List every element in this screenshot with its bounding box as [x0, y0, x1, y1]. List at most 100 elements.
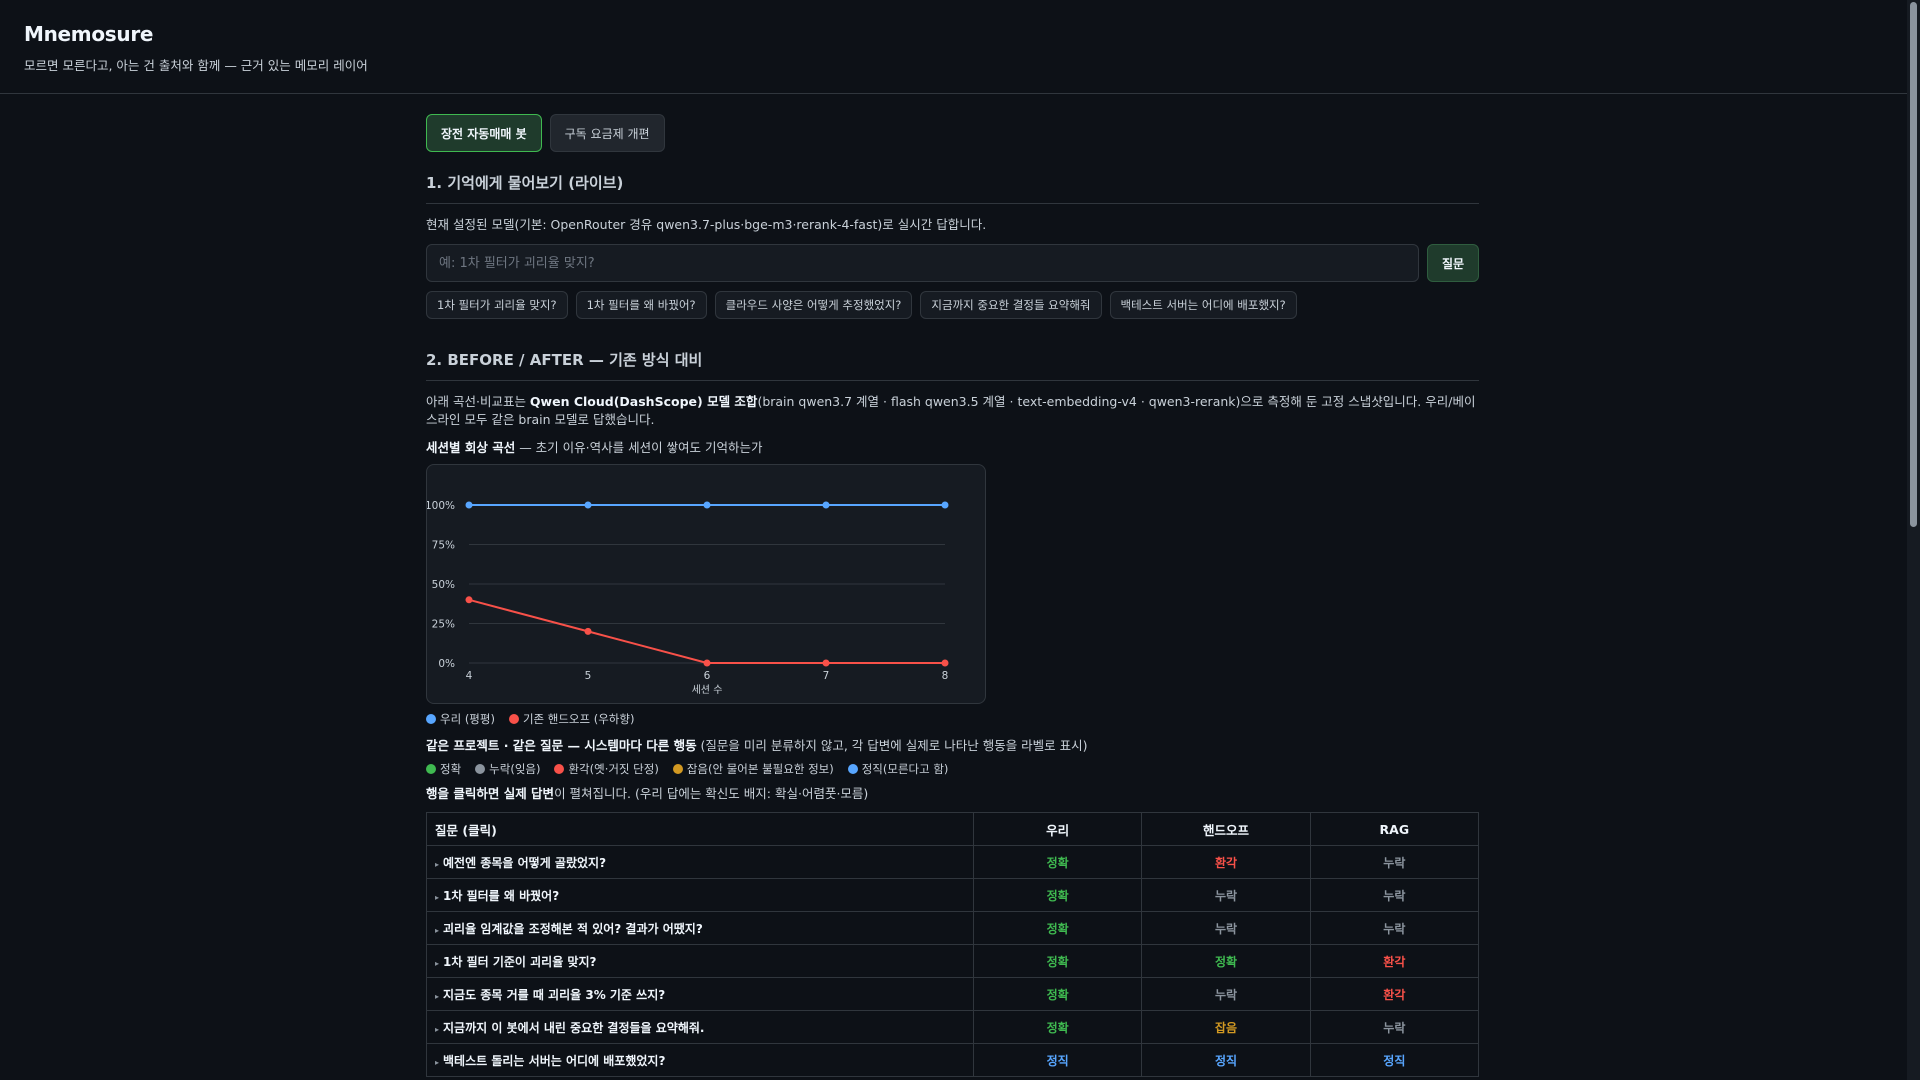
legend-label-handoff: 기존 핸드오프 (우하향)	[522, 712, 635, 726]
table-row[interactable]: ▸ 지금까지 이 봇에서 내린 중요한 결정들을 요약해줘. 정확 잡음 누락	[425, 1010, 1480, 1044]
x-axis-label: 세션 수	[692, 684, 723, 696]
legend-label: 정확	[440, 762, 462, 776]
suggestion-chips: 1차 필터가 괴리율 맞지? 1차 필터를 왜 바꿨어? 클라우드 사양은 어떻…	[426, 291, 1479, 319]
data-point-0	[465, 501, 473, 509]
x-tick-label: 7	[823, 670, 830, 682]
ask-button[interactable]: 질문	[1427, 244, 1479, 282]
question-cell[interactable]: ▸ 예전엔 종목을 어떻게 골랐었지?	[425, 845, 975, 879]
question-text: 예전엔 종목을 어떻게 골랐었지?	[443, 855, 607, 870]
result-rag: 누락	[1309, 845, 1480, 879]
question-text: 지금까지 이 봇에서 내린 중요한 결정들을 요약해줘.	[443, 1020, 705, 1035]
expand-triangle-icon[interactable]: ▸	[435, 1057, 440, 1067]
table-row[interactable]: ▸ 1차 필터를 왜 바꿨어? 정확 누락 누락	[425, 878, 1480, 912]
expand-triangle-icon[interactable]: ▸	[435, 859, 440, 869]
y-tick-label: 0%	[438, 658, 455, 670]
compare-label: 같은 프로젝트 · 같은 질문 — 시스템마다 다른 행동 (질문을 미리 분류…	[426, 735, 1479, 754]
data-point-0	[584, 501, 592, 509]
click-hint-bold: 행을 클릭하면 실제 답변	[426, 786, 555, 801]
main-content: 장전 자동매매 봇 구독 요금제 개편 1. 기억에게 물어보기 (라이브) 현…	[425, 114, 1480, 1077]
column-header-question: 질문 (클릭)	[425, 812, 975, 846]
result-ours: 정확	[973, 911, 1143, 945]
data-point-0	[703, 501, 711, 509]
expand-triangle-icon[interactable]: ▸	[435, 925, 440, 935]
table-row[interactable]: ▸ 지금도 종목 거를 때 괴리율 3% 기준 쓰지? 정확 누락 환각	[425, 977, 1480, 1011]
result-rag: 누락	[1309, 1010, 1480, 1044]
question-cell[interactable]: ▸ 지금도 종목 거를 때 괴리율 3% 기준 쓰지?	[425, 977, 975, 1011]
question-text: 괴리율 임계값을 조정해본 적 있어? 결과가 어땠지?	[443, 921, 703, 936]
tab-subscription[interactable]: 구독 요금제 개편	[549, 114, 665, 152]
result-handoff: 정확	[1141, 944, 1311, 978]
table-row[interactable]: ▸ 괴리율 임계값을 조정해본 적 있어? 결과가 어땠지? 정확 누락 누락	[425, 911, 1480, 945]
result-rag: 환각	[1309, 944, 1480, 978]
section-compare-desc: 아래 곡선·비교표는 Qwen Cloud(DashScope) 모델 조합(b…	[426, 393, 1479, 429]
legend-label: 정직(모른다고 함)	[861, 762, 949, 776]
result-ours: 정확	[973, 878, 1143, 912]
brand-tagline: 모르면 모른다고, 아는 건 출처와 함께 — 근거 있는 메모리 레이어	[24, 58, 368, 73]
ask-row: 질문	[426, 244, 1479, 282]
legend-label: 잡음(안 물어본 불필요한 정보)	[686, 762, 834, 776]
question-text: 1차 필터를 왜 바꿨어?	[443, 888, 560, 903]
suggestion-chip[interactable]: 지금까지 중요한 결정들 요약해줘	[920, 291, 1102, 319]
scrollbar-thumb[interactable]	[1910, 2, 1917, 527]
compare-label-bold: 같은 프로젝트 · 같은 질문 — 시스템마다 다른 행동	[426, 738, 697, 753]
y-tick-label: 25%	[432, 619, 455, 631]
result-rag: 정직	[1309, 1043, 1480, 1077]
legend-label: 환각(옛·거짓 단정)	[568, 762, 659, 776]
app-header: Mnemosure 모르면 모른다고, 아는 건 출처와 함께 — 근거 있는 …	[0, 0, 1920, 94]
project-tabs: 장전 자동매매 봇 구독 요금제 개편	[426, 114, 1479, 152]
curve-label-rest: — 초기 이유·역사를 세션이 쌓여도 기억하는가	[515, 440, 763, 455]
behavior-legend-item: 환각(옛·거짓 단정)	[554, 761, 659, 777]
series-line-1	[468, 598, 945, 664]
data-point-0	[941, 501, 949, 509]
y-tick-label: 100%	[427, 500, 455, 512]
suggestion-chip[interactable]: 클라우드 사양은 어떻게 추정했었지?	[714, 291, 913, 319]
recall-chart-panel: 0% 25% 50% 75% 100% 4 5 6 7 8 세션 수	[425, 464, 986, 704]
legend-dot-missing	[475, 764, 486, 774]
legend-label-ours: 우리 (평평)	[440, 712, 495, 726]
expand-triangle-icon[interactable]: ▸	[435, 892, 440, 902]
legend-dot-honest	[847, 764, 858, 774]
section-ask-desc: 현재 설정된 모델(기본: OpenRouter 경유 qwen3.7-plus…	[426, 217, 987, 232]
expand-triangle-icon[interactable]: ▸	[435, 958, 440, 968]
table-row[interactable]: ▸ 백테스트 돌리는 서버는 어디에 배포했었지? 정직 정직 정직	[425, 1043, 1480, 1077]
question-cell[interactable]: ▸ 지금까지 이 봇에서 내린 중요한 결정들을 요약해줘.	[425, 1010, 975, 1044]
expand-triangle-icon[interactable]: ▸	[435, 1024, 440, 1034]
legend-dot-hallucination	[554, 764, 565, 774]
result-handoff: 누락	[1141, 878, 1311, 912]
column-header-ours: 우리	[973, 812, 1143, 846]
result-handoff: 누락	[1141, 911, 1311, 945]
data-point-1	[465, 596, 473, 604]
tab-trading-bot[interactable]: 장전 자동매매 봇	[426, 114, 542, 152]
behavior-legend-item: 정직(모른다고 함)	[847, 761, 949, 777]
question-input[interactable]	[426, 244, 1419, 282]
page-scrollbar[interactable]	[1907, 0, 1920, 1080]
suggestion-chip[interactable]: 1차 필터가 괴리율 맞지?	[426, 291, 568, 319]
x-tick-label: 5	[585, 670, 592, 682]
table-row[interactable]: ▸ 1차 필터 기준이 괴리율 맞지? 정확 정확 환각	[425, 944, 1480, 978]
click-hint-rest: 이 펼쳐집니다. (우리 답에는 확신도 배지: 확실·어렴풋·모름)	[554, 786, 869, 801]
result-ours: 정직	[973, 1043, 1143, 1077]
legend-dot-ours	[426, 714, 436, 724]
question-cell[interactable]: ▸ 1차 필터를 왜 바꿨어?	[425, 878, 975, 912]
table-body: ▸ 예전엔 종목을 어떻게 골랐었지? 정확 환각 누락 ▸ 1차 필터를 왜 바꿨어? 정확…	[425, 845, 1480, 1077]
question-cell[interactable]: ▸ 1차 필터 기준이 괴리율 맞지?	[425, 944, 975, 978]
table-row[interactable]: ▸ 예전엔 종목을 어떻게 골랐었지? 정확 환각 누락	[425, 845, 1480, 879]
section-ask-title: 1. 기억에게 물어보기 (라이브)	[426, 172, 1479, 204]
behavior-legend-item: 누락(잊음)	[475, 761, 540, 777]
x-tick-label: 6	[704, 670, 711, 682]
expand-triangle-icon[interactable]: ▸	[435, 991, 440, 1001]
legend-dot-noise	[672, 764, 683, 774]
chart-legend: 우리 (평평) 기존 핸드오프 (우하향)	[426, 711, 1479, 727]
suggestion-chip[interactable]: 백테스트 서버는 어디에 배포했지?	[1109, 291, 1297, 319]
behavior-legend: 정확 누락(잊음) 환각(옛·거짓 단정) 잡음(안 물어본 불필요한 정보) …	[426, 761, 1479, 777]
suggestion-chip[interactable]: 1차 필터를 왜 바꿨어?	[575, 291, 707, 319]
question-cell[interactable]: ▸ 백테스트 돌리는 서버는 어디에 배포했었지?	[425, 1043, 975, 1077]
question-text: 지금도 종목 거를 때 괴리율 3% 기준 쓰지?	[443, 987, 666, 1002]
section-compare-title: 2. BEFORE / AFTER — 기존 방식 대비	[426, 349, 1479, 381]
legend-dot-handoff	[508, 714, 519, 724]
data-point-1	[584, 627, 592, 635]
compare-label-rest: (질문을 미리 분류하지 않고, 각 답변에 실제로 나타난 행동을 라벨로 표…	[696, 738, 1088, 753]
question-cell[interactable]: ▸ 괴리율 임계값을 조정해본 적 있어? 결과가 어땠지?	[425, 911, 975, 945]
data-point-0	[822, 501, 830, 509]
recall-chart: 0% 25% 50% 75% 100% 4 5 6 7 8 세션 수	[425, 500, 949, 696]
